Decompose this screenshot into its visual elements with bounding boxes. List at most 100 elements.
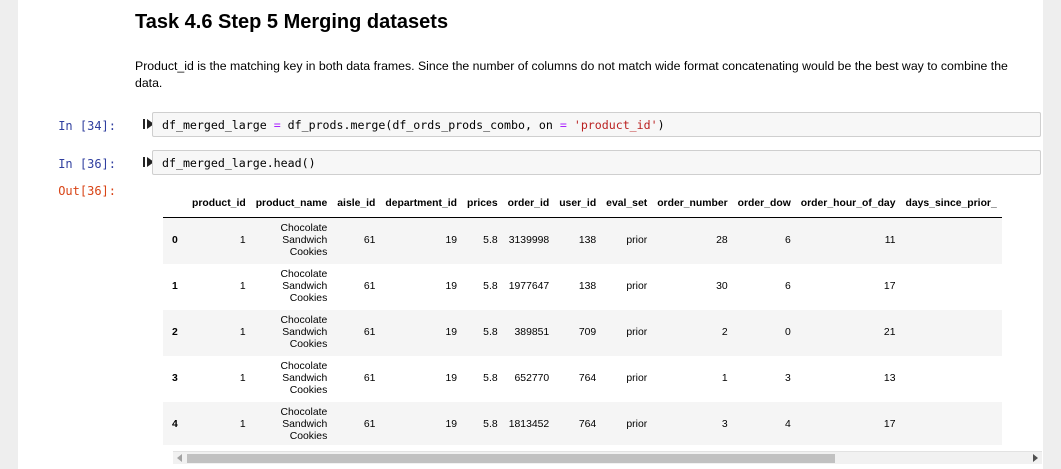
input-prompt-36: In [36]:	[58, 157, 116, 171]
column-header: aisle_id	[332, 190, 381, 218]
code-variable: df_merged_large	[162, 118, 274, 132]
cell-order-hour-of-day: 11	[884, 235, 896, 247]
dataframe-output[interactable]: product_id product_name aisle_id departm…	[163, 190, 1023, 445]
table-row: 2 1 Chocolate Sandwich Cookies 61 19 5.8 3…	[163, 309, 1002, 356]
section-heading: Task 4.6 Step 5 Merging datasets	[135, 11, 449, 33]
cell-product-id: 1	[239, 281, 246, 292]
cell-order-number: 2	[721, 327, 728, 338]
cell-aisle-id: 61	[363, 419, 376, 430]
cell-eval-set: prior	[626, 327, 648, 338]
notebook-page: Task 4.6 Step 5 Merging datasets Product…	[18, 0, 1043, 469]
scroll-left-arrow-icon[interactable]	[177, 454, 182, 462]
cell-eval-set: prior	[626, 281, 648, 292]
cell-prices: 5.8	[483, 327, 498, 338]
cell-order-dow: 6	[785, 281, 791, 292]
cell-order-id: 389851	[514, 327, 550, 338]
cell-department-id: 19	[445, 235, 457, 247]
cell-product-id: 1	[239, 419, 246, 430]
cell-product-id: 1	[239, 373, 246, 384]
cell-order-id: 1813452	[508, 419, 550, 430]
table-header-row: product_id product_name aisle_id departm…	[163, 190, 1002, 218]
column-header: product_name	[250, 190, 333, 218]
cell-prices: 5.8	[483, 419, 498, 430]
column-header: order_id	[502, 190, 555, 218]
cell-order-number: 3	[721, 419, 728, 430]
cell-days-since-prior	[900, 356, 1001, 402]
cell-order-dow: 0	[785, 327, 791, 338]
cell-product-name: Chocolate Sandwich Cookies	[280, 268, 328, 304]
cell-product-id: 1	[239, 235, 246, 247]
table-row: 3 1 Chocolate Sandwich Cookies 61 19 5.8 6…	[163, 356, 1002, 402]
row-index: 1	[172, 281, 178, 292]
input-prompt-34: In [34]:	[58, 119, 116, 133]
cell-aisle-id: 61	[363, 327, 376, 338]
cell-aisle-id: 61	[363, 235, 376, 247]
code-operator: =	[559, 118, 567, 132]
cell-prices: 5.8	[483, 281, 498, 292]
cell-user-id: 764	[578, 373, 597, 384]
cell-product-name: Chocolate Sandwich Cookies	[280, 314, 328, 350]
table-row: 4 1 Chocolate Sandwich Cookies 61 19 5.8 1…	[163, 401, 1002, 446]
cell-department-id: 19	[445, 327, 457, 338]
run-cell-icon[interactable]	[143, 118, 155, 130]
table-row: 0 1 Chocolate Sandwich Cookies 61 19 5.8 3…	[163, 217, 1002, 264]
cell-days-since-prior	[900, 402, 1001, 446]
cell-order-hour-of-day: 17	[883, 419, 896, 430]
cell-user-id: 138	[578, 281, 597, 292]
cell-eval-set: prior	[626, 419, 648, 430]
cell-prices: 5.8	[483, 235, 498, 247]
scroll-right-arrow-icon[interactable]	[1033, 454, 1038, 462]
cell-aisle-id: 61	[363, 373, 376, 384]
cell-order-hour-of-day: 21	[883, 327, 896, 338]
cell-user-id: 709	[578, 327, 597, 338]
code-line: df_merged_large = df_prods.merge(df_ords…	[162, 118, 665, 132]
row-index: 4	[172, 419, 178, 430]
row-index: 3	[172, 373, 178, 384]
cell-eval-set: prior	[626, 235, 648, 247]
column-header	[163, 190, 187, 218]
code-operator: =	[273, 118, 281, 132]
cell-eval-set: prior	[626, 373, 648, 384]
code-cell-input-34[interactable]: df_merged_large = df_prods.merge(df_ords…	[152, 112, 1041, 137]
cell-order-dow: 6	[785, 235, 791, 247]
column-header: order_dow	[732, 190, 796, 218]
cell-prices: 5.8	[483, 373, 498, 384]
cell-department-id: 19	[445, 419, 457, 430]
table-row: 1 1 Chocolate Sandwich Cookies 61 19 5.8 1…	[163, 264, 1002, 310]
horizontal-scrollbar[interactable]	[173, 451, 1042, 464]
run-cell-icon[interactable]	[143, 156, 155, 168]
output-prompt-36: Out[36]:	[58, 184, 116, 198]
cell-order-dow: 3	[785, 373, 791, 384]
column-header: order_number	[652, 190, 733, 218]
cell-order-number: 1	[721, 373, 728, 384]
column-header: prices	[462, 190, 503, 218]
code-cell-input-36[interactable]: df_merged_large.head()	[152, 150, 1041, 175]
cell-user-id: 138	[578, 235, 597, 247]
column-header: department_id	[380, 190, 462, 218]
code-space	[567, 118, 574, 132]
cell-order-number: 30	[716, 281, 728, 292]
dataframe-table: product_id product_name aisle_id departm…	[163, 190, 1002, 445]
cell-order-dow: 4	[785, 419, 791, 430]
cell-department-id: 19	[445, 373, 457, 384]
row-index: 0	[172, 235, 178, 247]
column-header: product_id	[187, 190, 251, 218]
cell-user-id: 764	[578, 419, 597, 430]
column-header: days_since_prior_	[900, 190, 1002, 218]
cell-order-hour-of-day: 13	[883, 373, 896, 384]
column-header: eval_set	[601, 190, 653, 218]
markdown-paragraph: Product_id is the matching key in both d…	[135, 59, 1008, 90]
cell-days-since-prior	[900, 264, 1001, 310]
cell-order-id: 1977647	[508, 281, 550, 292]
column-header: order_hour_of_day	[795, 190, 901, 218]
code-string: 'product_id'	[573, 118, 658, 132]
cell-days-since-prior	[900, 310, 1001, 356]
cell-order-id: 3139998	[508, 235, 550, 247]
scrollbar-thumb[interactable]	[187, 454, 835, 463]
cell-product-name: Chocolate Sandwich Cookies	[280, 360, 328, 396]
cell-order-hour-of-day: 17	[883, 281, 896, 292]
cell-product-name: Chocolate Sandwich Cookies	[280, 222, 328, 258]
cell-order-id: 652770	[514, 373, 550, 384]
cell-department-id: 19	[445, 281, 457, 292]
cell-product-id: 1	[239, 327, 246, 338]
